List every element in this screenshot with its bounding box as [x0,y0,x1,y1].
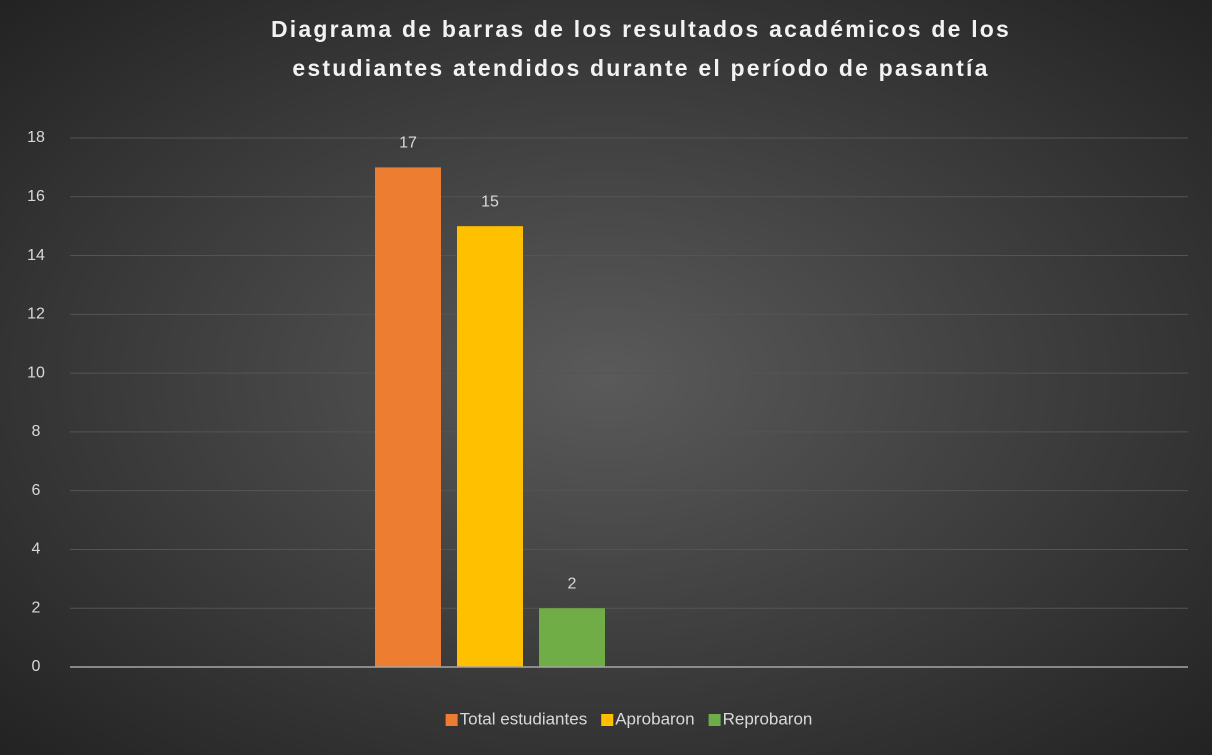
y-tick-label: 16 [27,188,45,205]
legend-label: Total estudiantes [460,709,588,728]
legend-label: Reprobaron [723,709,813,728]
legend-swatch [445,714,458,726]
legend-swatch [708,714,721,726]
y-tick-label: 4 [32,541,41,558]
y-tick-label: 18 [27,129,45,146]
data-label: 2 [568,575,577,592]
legend-label: Aprobaron [615,709,694,728]
legend-swatch [601,714,614,726]
chart-title: estudiantes atendidos durante el período… [292,55,989,81]
chart-title: Diagrama de barras de los resultados aca… [271,16,1011,42]
y-tick-label: 0 [32,658,41,675]
y-tick-label: 12 [27,306,45,323]
bar [539,608,605,667]
y-tick-label: 10 [27,364,45,381]
data-label: 15 [481,193,499,210]
data-label: 17 [399,135,417,152]
y-tick-label: 8 [32,423,41,440]
y-tick-label: 14 [27,247,45,264]
y-tick-label: 6 [32,482,41,499]
bar [457,226,523,667]
bar [375,167,441,667]
y-tick-label: 2 [32,599,41,616]
